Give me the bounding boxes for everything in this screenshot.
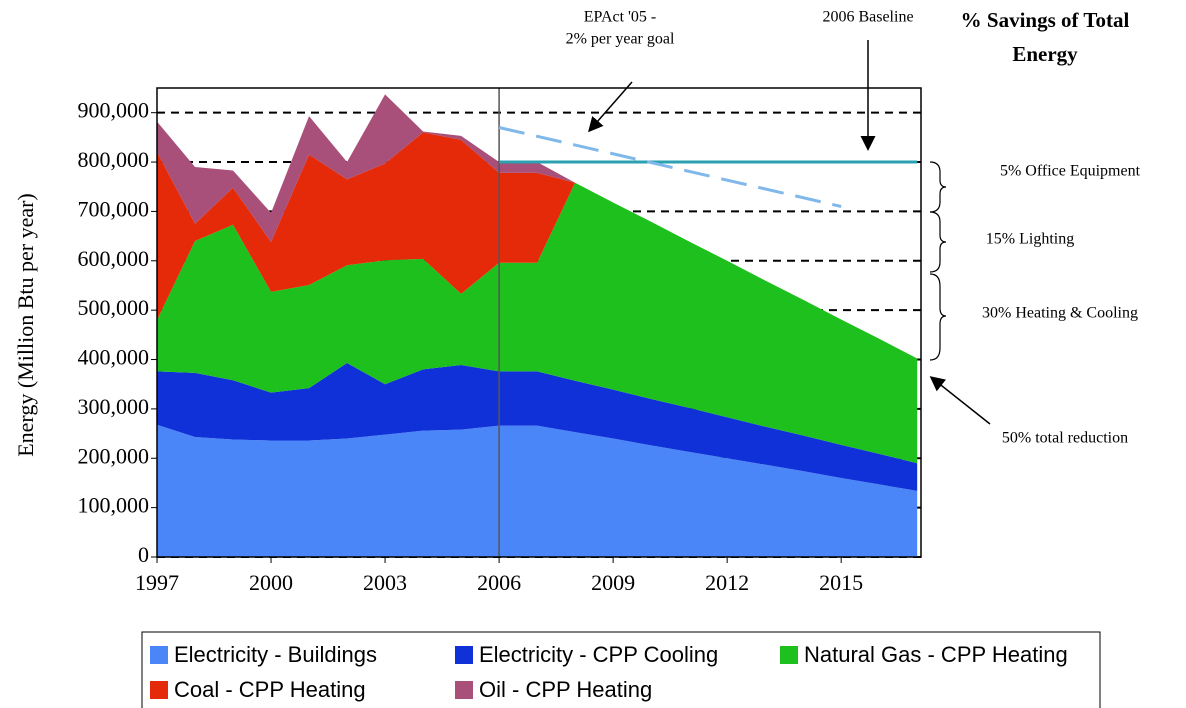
x-tick-label: 2000 <box>249 570 293 595</box>
reference-line <box>498 126 842 208</box>
x-tick-label: 2006 <box>477 570 521 595</box>
area <box>157 362 918 491</box>
x-tick-label: 2012 <box>705 570 749 595</box>
annotation: EPAct '05 - <box>584 9 657 26</box>
legend-label: Coal - CPP Heating <box>174 677 366 702</box>
x-tick-label: 2015 <box>819 570 863 595</box>
brace <box>929 161 947 213</box>
y-tick-label: 0 <box>138 542 149 567</box>
areas <box>157 94 918 557</box>
legend-label: Natural Gas - CPP Heating <box>804 642 1068 667</box>
y-tick-label: 200,000 <box>78 443 150 468</box>
annotation-title: % Savings of Total <box>961 8 1130 32</box>
arrows <box>588 40 991 425</box>
brace <box>929 273 947 361</box>
annotation: 50% total reduction <box>1002 430 1128 447</box>
x-tick-label: 2009 <box>591 570 635 595</box>
plot-frame <box>156 87 922 558</box>
brace <box>929 211 947 273</box>
annotation: 5% Office Equipment <box>1000 163 1141 180</box>
arrow <box>929 376 991 425</box>
x-tick-label: 1997 <box>135 570 179 595</box>
legend-swatch <box>455 681 473 699</box>
arrow <box>588 81 633 133</box>
legend-box <box>141 631 1101 708</box>
legend-label: Electricity - Buildings <box>174 642 377 667</box>
x-tick-label: 2003 <box>363 570 407 595</box>
y-tick-label: 900,000 <box>78 98 150 123</box>
area <box>157 182 918 464</box>
legend-swatch <box>455 646 473 664</box>
legend: Electricity - Buildings Electricity - CPP… <box>150 642 1068 702</box>
overlay: 0 100,000 200,000 300,000 400,000 500,000 600,… <box>78 87 922 595</box>
area <box>157 132 918 359</box>
legend-label: Oil - CPP Heating <box>479 677 652 702</box>
area <box>157 424 918 557</box>
braces <box>929 161 947 361</box>
y-tick-label: 100,000 <box>78 493 150 518</box>
legend-label: Electricity - CPP Cooling <box>479 642 718 667</box>
annotation: 2% per year goal <box>566 31 675 48</box>
y-tick-label: 400,000 <box>78 345 150 370</box>
y-tick-label: 300,000 <box>78 394 150 419</box>
annotation-title: Energy <box>1012 42 1078 66</box>
y-tick-label: 800,000 <box>78 147 150 172</box>
annotation: 15% Lighting <box>986 231 1074 248</box>
legend-swatch <box>150 681 168 699</box>
y-tick-label: 700,000 <box>78 196 150 221</box>
y-tick-label: 600,000 <box>78 246 150 271</box>
annotation: 2006 Baseline <box>822 9 913 26</box>
legend-swatch <box>150 646 168 664</box>
y-tick-label: 500,000 <box>78 295 150 320</box>
y-axis-label: Energy (Million Btu per year) <box>13 193 38 457</box>
legend-swatch <box>780 646 798 664</box>
annotation: 30% Heating & Cooling <box>982 305 1138 322</box>
